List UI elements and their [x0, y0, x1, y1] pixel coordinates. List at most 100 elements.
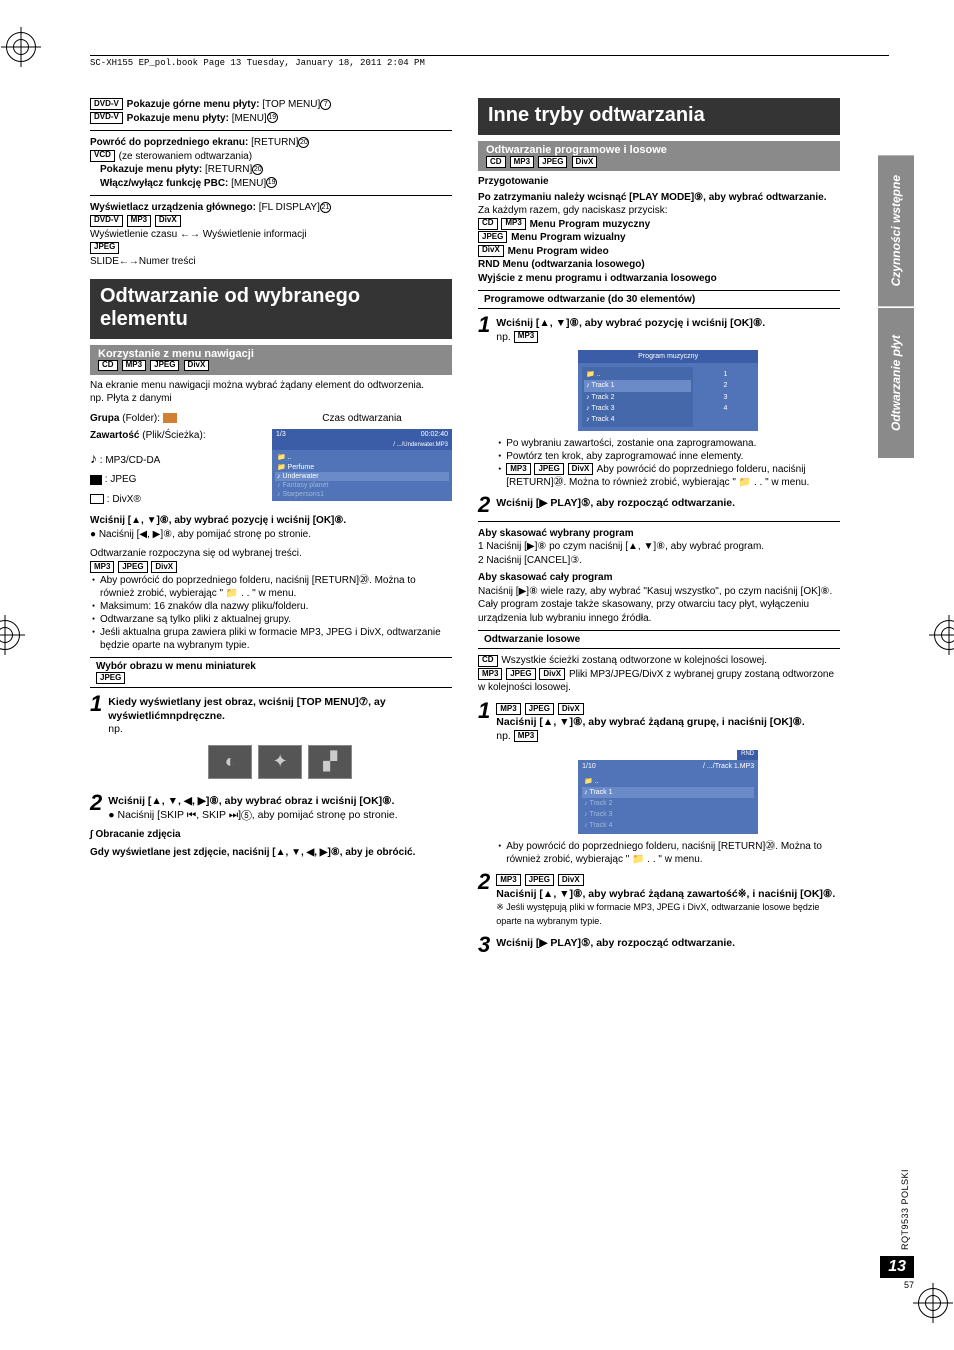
- menu-line: Wyjście z menu programu i odtwarzania lo…: [478, 272, 840, 286]
- format-badge: JPEG: [538, 156, 567, 168]
- note-icon: ♪: [90, 450, 97, 466]
- format-badge: MP3: [514, 331, 538, 343]
- ref-number: 19: [267, 112, 278, 123]
- format-badge: JPEG: [525, 874, 554, 886]
- list-item: Odtwarzane są tylko pliki z aktualnej gr…: [92, 613, 452, 626]
- divider: [90, 130, 452, 131]
- format-badge: JPEG: [96, 672, 125, 684]
- format-badge: MP3: [501, 218, 525, 230]
- registration-mark: [918, 1288, 948, 1318]
- step-sub: np.: [108, 723, 123, 735]
- note: (Plik/Ścieżka):: [142, 430, 205, 441]
- del-line: 1 Naciśnij [▶]⑧ po czym naciśnij [▲, ▼]⑧…: [478, 540, 840, 554]
- display-fmts: DVD-V MP3 DivX: [90, 215, 452, 229]
- step-body: Wciśnij [▲, ▼, ◀, ▶]⑧, aby wybrać obraz …: [108, 792, 452, 822]
- nav-row: 📁 Perfume: [275, 462, 449, 472]
- menu-text: Menu Program wideo: [508, 246, 609, 257]
- ui-row: 📁 ..: [584, 369, 691, 380]
- body-text: Odtwarzanie rozpoczyna się od wybranej t…: [90, 547, 452, 561]
- button-ref: [RETURN]: [205, 164, 252, 175]
- bullet-list: Aby powrócić do poprzedniego folderu, na…: [498, 840, 840, 866]
- ui-row: 3: [699, 392, 752, 403]
- step-number: 3: [478, 934, 490, 956]
- vcd-sub-line: Włącz/wyłącz funkcję PBC: [MENU]19: [90, 177, 452, 191]
- instruction: Po zatrzymaniu należy wcisnąć [PLAY MODE…: [478, 191, 840, 205]
- jpeg-line: JPEG: [90, 242, 452, 256]
- display-line: Wyświetlacz urządzenia głównego: [FL DIS…: [90, 201, 452, 215]
- jpeg-sub: SLIDE←→Numer treści: [90, 255, 452, 269]
- step-sub: ※ Jeśli występują pliki w formacie MP3, …: [496, 902, 819, 926]
- legend-icon-row: ♪ : MP3/CD-DA: [90, 449, 252, 468]
- rotate-header: ∫ Obracanie zdjęcia: [90, 828, 452, 842]
- ref-number: 19: [266, 177, 277, 188]
- button-ref: [TOP MENU]: [262, 99, 320, 110]
- label: Powróć do poprzedniego ekranu:: [90, 137, 248, 148]
- return-line: Powróć do poprzedniego ekranu: [RETURN]2…: [90, 136, 452, 150]
- step-text: Wciśnij [▲, ▼]⑧, aby wybrać pozycję i wc…: [496, 317, 765, 329]
- random-ui: RND 1/10 / .../Track 1.MP3 📁 .. ♪ Track …: [578, 750, 758, 834]
- ref-number: 20: [298, 137, 309, 148]
- sub-text: Za każdym razem, gdy naciskasz przycisk:: [478, 204, 840, 218]
- ref-number: 7: [320, 99, 331, 110]
- thumbnail: ✦: [258, 745, 302, 779]
- step-body: Wciśnij [▶ PLAY]⑤, aby rozpocząć odtwarz…: [496, 934, 840, 956]
- ui-row: ♪ Track 3: [582, 809, 754, 820]
- registration-mark: [6, 32, 36, 62]
- step-1b: 1 MP3 JPEG DivX Naciśnij [▲, ▼]⑧, aby wy…: [478, 700, 840, 866]
- header-rule: [90, 55, 889, 56]
- format-badge: CD: [486, 156, 506, 168]
- step-number: 1: [478, 700, 490, 866]
- light-box: Wybór obrazu w menu miniaturek JPEG: [90, 657, 452, 688]
- divider: [90, 195, 452, 196]
- step-3b: 3 Wciśnij [▶ PLAY]⑤, aby rozpocząć odtwa…: [478, 934, 840, 956]
- step-1: 1 Wciśnij [▲, ▼]⑧, aby wybrać pozycję i …: [478, 314, 840, 489]
- format-badge: MP3: [506, 463, 530, 475]
- legend-icon-row: : DivX®: [90, 493, 252, 507]
- fmt-row: MP3 JPEG DivX: [90, 561, 452, 575]
- subsection-bar: Korzystanie z menu nawigacji CD MP3 JPEG…: [90, 345, 452, 375]
- thumbnail: ▞: [308, 745, 352, 779]
- ui-row: 4: [699, 403, 752, 414]
- step-number: 1: [478, 314, 490, 489]
- ui-row: ♪ Track 1: [582, 787, 754, 798]
- ui-title: Program muzyczny: [578, 350, 758, 363]
- step-text: Naciśnij [▲, ▼]⑧, aby wybrać żądaną grup…: [496, 716, 805, 728]
- ui-tracklist: 📁 .. ♪ Track 1 ♪ Track 2 ♪ Track 3 ♪ Tra…: [582, 367, 693, 426]
- rotate-body: Gdy wyświetlane jest zdjęcie, naciśnij […: [90, 846, 452, 860]
- prep-label: Przygotowanie: [478, 175, 840, 189]
- menu-line: CD MP3 Menu Program muzyczny: [478, 218, 840, 232]
- label: Wyświetlacz urządzenia głównego:: [90, 202, 256, 213]
- ui-row: ♪ Track 1: [584, 380, 691, 391]
- step-body: MP3 JPEG DivX Naciśnij [▲, ▼]⑧, aby wybr…: [496, 871, 840, 929]
- list-item: MP3 JPEG DivX Aby powrócić do poprzednie…: [498, 463, 840, 489]
- nav-row: ♪ Underwater: [275, 472, 449, 481]
- format-badge: JPEG: [525, 703, 554, 715]
- ui2-header: 1/10 / .../Track 1.MP3: [578, 760, 758, 773]
- top-menu-line: DVD-V Pokazuje górne menu płyty: [TOP ME…: [90, 98, 452, 112]
- subsection-title: Korzystanie z menu nawigacji: [98, 348, 254, 360]
- side-tab: Czynności wstępne: [878, 155, 914, 306]
- vcd-sub-line: Pokazuje menu płyty: [RETURN]20: [90, 163, 452, 177]
- program-ui: Program muzyczny 📁 .. ♪ Track 1 ♪ Track …: [578, 350, 758, 431]
- bullet-list: Po wybraniu zawartości, zostanie ona zap…: [498, 437, 840, 489]
- page: SC-XH155 EP_pol.book Page 13 Tuesday, Ja…: [0, 0, 954, 1350]
- subsection-bar: Odtwarzanie programowe i losowe CD MP3 J…: [478, 141, 840, 171]
- nav-row: 📁 ..: [275, 452, 449, 462]
- nav-screenshot-wrap: Czas odtwarzania 1/3 00:02:40 / .../Unde…: [272, 412, 452, 507]
- nav-figure-row: Grupa (Folder): Zawartość (Plik/Ścieżka)…: [90, 412, 452, 507]
- step-number: 1: [90, 693, 102, 787]
- format-badge: DVD-V: [90, 215, 123, 227]
- format-badge: DivX: [558, 703, 584, 715]
- format-badge: JPEG: [534, 463, 563, 475]
- nav-path-text: / .../Underwater.MP3: [393, 442, 448, 448]
- rand-text: Wszystkie ścieżki zostaną odtworzone w k…: [501, 655, 767, 666]
- format-badge: JPEG: [90, 242, 119, 254]
- right-column: Inne tryby odtwarzania Odtwarzanie progr…: [478, 98, 840, 961]
- format-badge: DivX: [478, 245, 504, 257]
- step-number: 2: [478, 871, 490, 929]
- ui-numlist: 1 2 3 4: [697, 367, 754, 426]
- step-sub: np.: [496, 331, 511, 343]
- format-badge: MP3: [510, 156, 534, 168]
- legend-line: Grupa (Folder):: [90, 412, 252, 426]
- ui-row: ♪ Track 4: [582, 820, 754, 831]
